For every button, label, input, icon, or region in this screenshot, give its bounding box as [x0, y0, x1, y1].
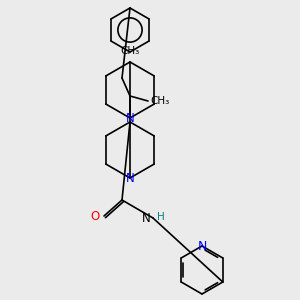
- Text: CH₃: CH₃: [120, 46, 140, 56]
- Text: O: O: [91, 209, 100, 223]
- Text: N: N: [126, 172, 134, 184]
- Text: N: N: [197, 239, 207, 253]
- Text: CH₃: CH₃: [150, 96, 169, 106]
- Text: N: N: [126, 112, 134, 124]
- Text: N: N: [142, 212, 151, 224]
- Text: H: H: [157, 212, 165, 222]
